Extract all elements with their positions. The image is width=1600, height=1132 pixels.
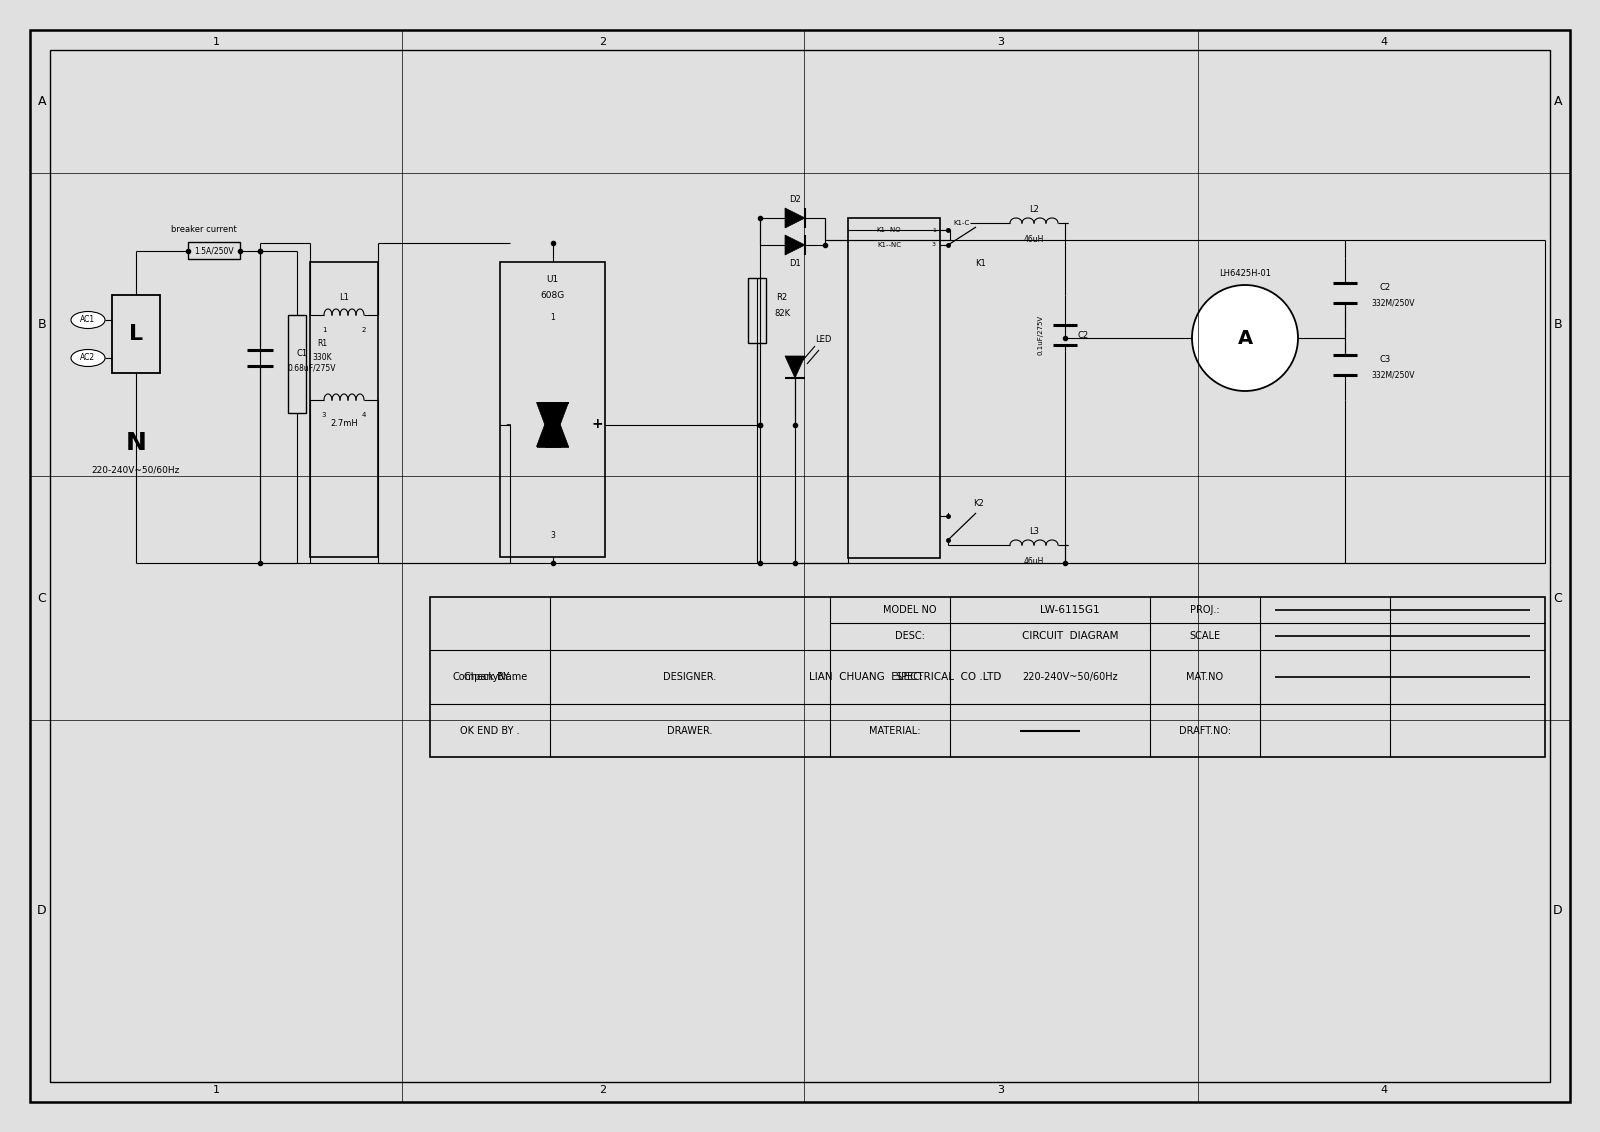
Ellipse shape bbox=[70, 311, 106, 328]
Text: L: L bbox=[130, 324, 142, 344]
Bar bbox=[430, 597, 1546, 757]
Text: 4: 4 bbox=[1381, 1084, 1387, 1095]
Text: PROJ.:: PROJ.: bbox=[1190, 604, 1219, 615]
Polygon shape bbox=[536, 414, 560, 446]
Text: 2.7mH: 2.7mH bbox=[330, 420, 358, 429]
Bar bbox=[499, 261, 605, 557]
Text: MODEL NO: MODEL NO bbox=[883, 604, 936, 615]
Text: C3: C3 bbox=[1379, 355, 1390, 365]
Bar bbox=[749, 278, 766, 343]
Text: 332M/250V: 332M/250V bbox=[1371, 370, 1414, 379]
Text: K2: K2 bbox=[973, 499, 984, 508]
Text: 1: 1 bbox=[213, 1084, 219, 1095]
Text: +: + bbox=[590, 418, 603, 431]
Text: DESIGNER.: DESIGNER. bbox=[664, 672, 717, 681]
Text: B: B bbox=[38, 318, 46, 331]
Text: 46uH: 46uH bbox=[1024, 234, 1045, 243]
Text: 3: 3 bbox=[322, 412, 326, 418]
Polygon shape bbox=[786, 355, 805, 378]
Bar bbox=[848, 218, 941, 558]
Text: 1: 1 bbox=[550, 312, 555, 321]
Text: OK END BY .: OK END BY . bbox=[461, 726, 520, 736]
Polygon shape bbox=[786, 235, 805, 255]
Text: D2: D2 bbox=[789, 196, 802, 205]
Text: L1: L1 bbox=[339, 292, 349, 301]
Text: 1: 1 bbox=[933, 228, 936, 232]
Text: LH6425H-01: LH6425H-01 bbox=[1219, 268, 1270, 277]
Text: A: A bbox=[1554, 95, 1562, 108]
Text: AC1: AC1 bbox=[80, 316, 96, 325]
Text: 3: 3 bbox=[550, 531, 555, 540]
Text: C: C bbox=[38, 592, 46, 604]
Text: 1: 1 bbox=[213, 37, 219, 48]
Text: K1-C: K1-C bbox=[954, 220, 970, 226]
Text: 2: 2 bbox=[362, 327, 366, 333]
Text: 3: 3 bbox=[931, 242, 936, 248]
Text: DESC:: DESC: bbox=[894, 631, 925, 641]
Bar bbox=[288, 315, 306, 413]
Text: 220-240V~50/60Hz: 220-240V~50/60Hz bbox=[1022, 672, 1118, 681]
Text: 4: 4 bbox=[362, 412, 366, 418]
Polygon shape bbox=[536, 403, 560, 435]
Text: DRAFT.NO:: DRAFT.NO: bbox=[1179, 726, 1230, 736]
Text: CompanyName: CompanyName bbox=[453, 672, 528, 681]
Text: -: - bbox=[506, 418, 510, 431]
Text: R2: R2 bbox=[776, 293, 787, 302]
Text: MATERIAL:: MATERIAL: bbox=[869, 726, 920, 736]
Polygon shape bbox=[786, 208, 805, 228]
Text: LED: LED bbox=[814, 335, 830, 344]
Text: N: N bbox=[125, 431, 147, 455]
Text: 3: 3 bbox=[997, 37, 1005, 48]
Text: K1: K1 bbox=[974, 258, 986, 267]
Text: MAT.NO: MAT.NO bbox=[1187, 672, 1224, 681]
Text: CIRCUIT  DIAGRAM: CIRCUIT DIAGRAM bbox=[1022, 631, 1118, 641]
Text: C2: C2 bbox=[1077, 331, 1088, 340]
Text: breaker current: breaker current bbox=[171, 225, 237, 234]
Text: DRAWER.: DRAWER. bbox=[667, 726, 712, 736]
Text: LIAN  CHUANG  ELECTRICAL  CO .LTD: LIAN CHUANG ELECTRICAL CO .LTD bbox=[810, 672, 1002, 681]
Text: C1: C1 bbox=[296, 349, 307, 358]
Ellipse shape bbox=[70, 350, 106, 367]
Text: 0.68uF/275V: 0.68uF/275V bbox=[288, 363, 336, 372]
Text: B: B bbox=[1554, 318, 1562, 331]
Text: SCALE: SCALE bbox=[1189, 631, 1221, 641]
Text: 2: 2 bbox=[946, 229, 950, 233]
Bar bbox=[112, 295, 160, 374]
Text: Check BY .: Check BY . bbox=[464, 672, 515, 681]
Text: 608G: 608G bbox=[541, 291, 565, 300]
Text: 1.5A/250V: 1.5A/250V bbox=[194, 246, 234, 255]
Text: R1: R1 bbox=[317, 338, 326, 348]
Text: U1: U1 bbox=[546, 275, 558, 284]
Text: 332M/250V: 332M/250V bbox=[1371, 299, 1414, 308]
Text: 2: 2 bbox=[600, 1084, 606, 1095]
Bar bbox=[310, 261, 378, 557]
Text: 220-240V~50/60Hz: 220-240V~50/60Hz bbox=[91, 465, 181, 474]
Polygon shape bbox=[544, 414, 568, 446]
Bar bbox=[189, 242, 240, 259]
Text: L2: L2 bbox=[1029, 205, 1038, 214]
Text: 46uH: 46uH bbox=[1024, 557, 1045, 566]
Text: K1--NC: K1--NC bbox=[877, 242, 901, 248]
Text: D: D bbox=[1554, 904, 1563, 918]
Text: LW-6115G1: LW-6115G1 bbox=[1040, 604, 1099, 615]
Text: K1--NO: K1--NO bbox=[877, 228, 901, 233]
Text: C: C bbox=[1554, 592, 1562, 604]
Text: D1: D1 bbox=[789, 258, 802, 267]
Text: 82K: 82K bbox=[774, 309, 790, 317]
Text: A: A bbox=[38, 95, 46, 108]
Polygon shape bbox=[544, 403, 568, 435]
Text: D: D bbox=[37, 904, 46, 918]
Text: 3: 3 bbox=[997, 1084, 1005, 1095]
Text: C2: C2 bbox=[1379, 283, 1390, 292]
Text: AC2: AC2 bbox=[80, 353, 96, 362]
Text: L3: L3 bbox=[1029, 528, 1038, 537]
Text: SPEC:: SPEC: bbox=[896, 672, 925, 681]
Text: 2: 2 bbox=[600, 37, 606, 48]
Text: A: A bbox=[1237, 328, 1253, 348]
Circle shape bbox=[1192, 285, 1298, 391]
Text: 0.1uF/275V: 0.1uF/275V bbox=[1037, 315, 1043, 355]
Text: 330K: 330K bbox=[312, 352, 331, 361]
Text: 1: 1 bbox=[322, 327, 326, 333]
Text: 4: 4 bbox=[1381, 37, 1387, 48]
